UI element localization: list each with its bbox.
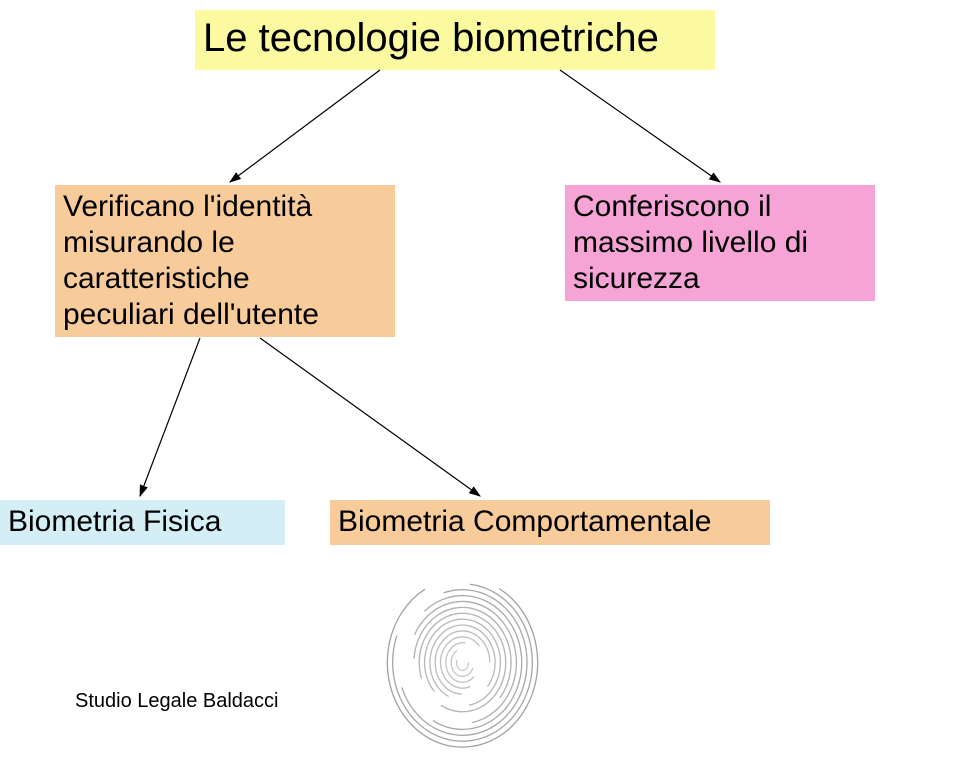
verify-box: Verificano l'identitàmisurando lecaratte… (55, 185, 395, 337)
biometria-comportamentale-box: Biometria Comportamentale (330, 500, 770, 545)
diagram-stage: Le tecnologie biometriche Verificano l'id… (0, 0, 960, 759)
fingerprint-icon (380, 570, 545, 755)
arrow (230, 70, 380, 182)
arrow (140, 338, 200, 496)
confer-box-line: massimo livello di (573, 225, 867, 261)
arrow (260, 338, 480, 496)
biometria-fisica-box: Biometria Fisica (0, 500, 285, 545)
verify-box-line: caratteristiche (63, 261, 387, 297)
verify-box-line: Verificano l'identità (63, 189, 387, 225)
biometria-fisica-box-line: Biometria Fisica (8, 504, 277, 540)
confer-box-line: sicurezza (573, 261, 867, 297)
arrow (560, 70, 720, 182)
footer-text: Studio Legale Baldacci (75, 690, 278, 713)
confer-box: Conferiscono ilmassimo livello disicurez… (565, 185, 875, 301)
verify-box-line: misurando le (63, 225, 387, 261)
verify-box-line: peculiari dell'utente (63, 297, 387, 333)
title-box: Le tecnologie biometriche (195, 10, 715, 70)
biometria-comportamentale-box-line: Biometria Comportamentale (338, 504, 762, 540)
confer-box-line: Conferiscono il (573, 189, 867, 225)
